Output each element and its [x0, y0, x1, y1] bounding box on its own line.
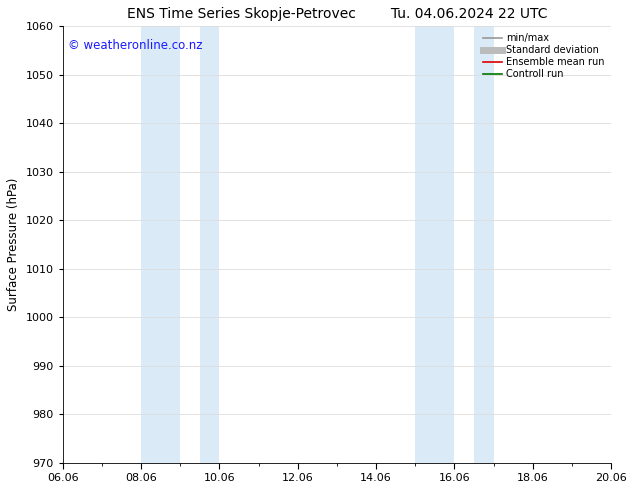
Text: © weatheronline.co.nz: © weatheronline.co.nz	[68, 39, 203, 52]
Bar	[474, 26, 494, 463]
Bar	[200, 26, 219, 463]
Title: ENS Time Series Skopje-Petrovec        Tu. 04.06.2024 22 UTC: ENS Time Series Skopje-Petrovec Tu. 04.0…	[127, 7, 547, 21]
Y-axis label: Surface Pressure (hPa): Surface Pressure (hPa)	[7, 178, 20, 311]
Legend: min/max, Standard deviation, Ensemble mean run, Controll run: min/max, Standard deviation, Ensemble me…	[481, 31, 606, 81]
Bar	[415, 26, 455, 463]
Bar	[141, 26, 180, 463]
